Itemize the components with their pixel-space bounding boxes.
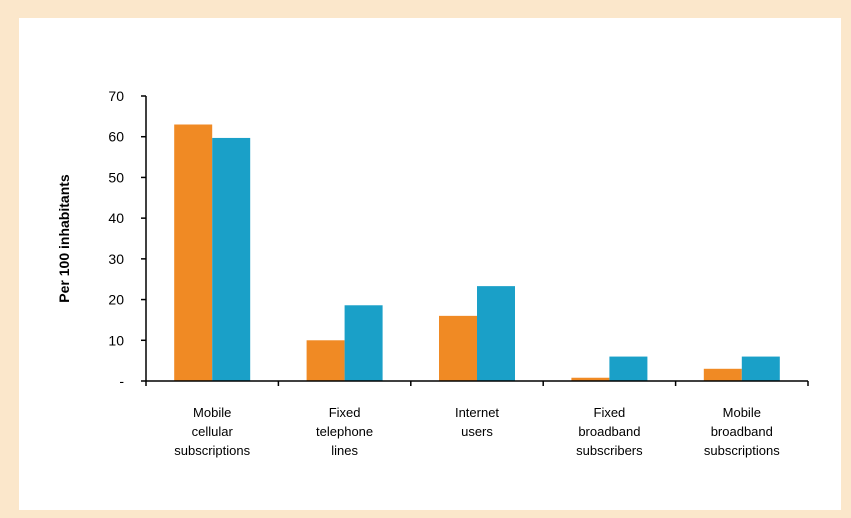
y-tick-label: 70 <box>108 88 124 104</box>
bar-series2-cat2 <box>344 305 383 381</box>
x-category-label-3: users <box>461 424 493 439</box>
x-category-label-5: subscriptions <box>704 443 780 458</box>
x-category-label-2: Fixed <box>329 405 361 420</box>
x-category-label-5: Mobile <box>723 405 761 420</box>
y-tick-label: 40 <box>108 210 124 226</box>
bar-series2-cat5 <box>741 356 780 381</box>
y-tick-label: 10 <box>108 332 124 348</box>
bar-series2-cat3 <box>477 286 515 381</box>
x-category-label-1: Mobile <box>193 405 231 420</box>
y-tick-label: 20 <box>108 292 124 308</box>
x-category-label-2: lines <box>331 443 358 458</box>
chart-panel: - 10 20 30 40 50 60 70 Mobile cellular subscriptio… <box>19 18 841 510</box>
x-category-label-2: telephone <box>316 424 373 439</box>
bar-chart: - 10 20 30 40 50 60 70 Mobile cellular subscriptio… <box>56 88 809 458</box>
y-tick-label: 60 <box>108 129 124 145</box>
x-category-label-4: broadband <box>578 424 640 439</box>
bar-series1-cat5 <box>703 368 742 381</box>
bar-series1-cat4 <box>571 377 610 381</box>
bar-series2-cat1 <box>212 137 251 381</box>
y-tick-label: - <box>119 373 124 389</box>
bar-series1-cat2 <box>306 340 345 381</box>
bar-series1-cat3 <box>439 315 477 381</box>
x-category-label-4: Fixed <box>594 405 626 420</box>
plot-area: - 10 20 30 40 50 60 70 Mobile cellular subscriptio… <box>108 88 809 458</box>
x-category-label-4: subscribers <box>576 443 643 458</box>
y-tick-label: 30 <box>108 251 124 267</box>
x-category-label-3: Internet <box>455 405 499 420</box>
x-category-label-5: broadband <box>711 424 773 439</box>
x-category-label-1: cellular <box>192 424 234 439</box>
bar-series2-cat4 <box>609 356 648 381</box>
y-axis-title: Per 100 inhabitants <box>56 174 72 303</box>
x-category-label-1: subscriptions <box>174 443 250 458</box>
y-tick-label: 50 <box>108 169 124 185</box>
bar-series1-cat1 <box>174 124 213 381</box>
